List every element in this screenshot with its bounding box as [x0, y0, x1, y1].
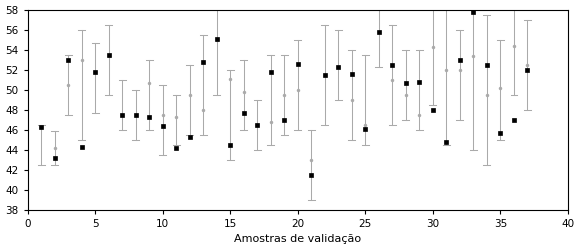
X-axis label: Amostras de validação: Amostras de validação	[234, 234, 361, 244]
